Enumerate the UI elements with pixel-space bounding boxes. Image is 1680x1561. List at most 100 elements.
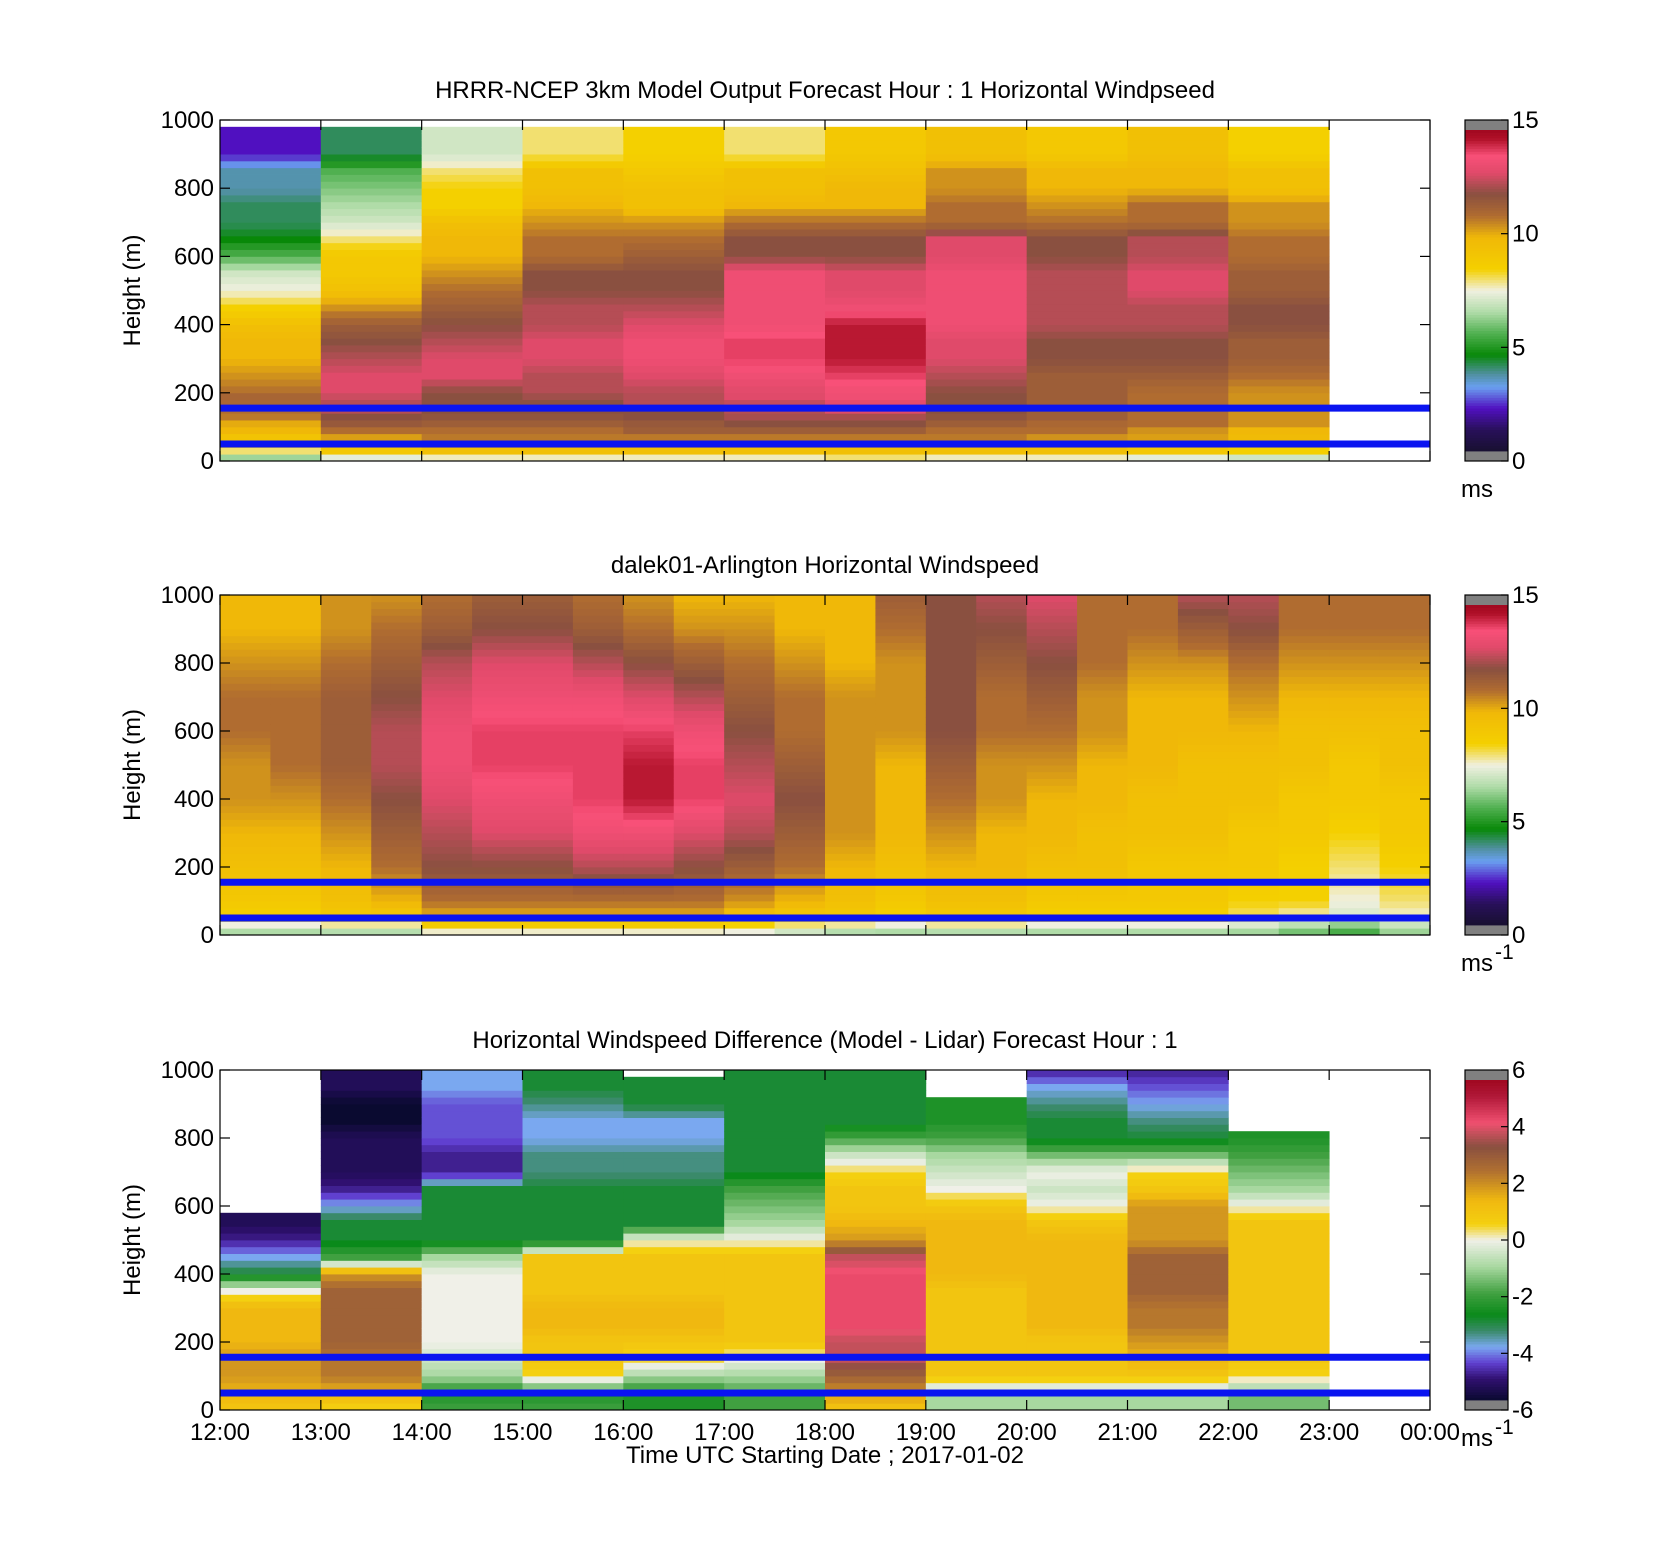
heatmap-cell	[724, 792, 775, 800]
heatmap-cell	[1278, 622, 1330, 630]
heatmap-cell	[976, 656, 1028, 664]
heatmap-cell	[724, 1396, 826, 1404]
colorbar-segment	[1465, 698, 1508, 702]
heatmap-cell	[875, 622, 927, 630]
heatmap-cell	[1026, 867, 1078, 875]
heatmap-cell	[724, 345, 826, 353]
heatmap-cell	[220, 351, 322, 360]
heatmap-cell	[825, 263, 927, 271]
heatmap-cell	[320, 595, 372, 603]
heatmap-cell	[875, 601, 927, 609]
x-tick-label: 17:00	[694, 1419, 754, 1446]
heatmap-cell	[825, 1206, 927, 1214]
heatmap-cell	[1026, 744, 1078, 752]
heatmap-cell	[220, 1403, 322, 1411]
heatmap-cell	[1026, 365, 1128, 373]
heatmap-cell	[421, 1212, 523, 1220]
heatmap-cell	[623, 256, 725, 264]
heatmap-cell	[976, 669, 1028, 677]
heatmap-cell	[774, 595, 826, 603]
heatmap-cell	[825, 785, 876, 793]
heatmap-cell	[724, 615, 775, 623]
colorbar-underflow-cap	[1465, 925, 1508, 935]
heatmap-cell	[623, 751, 675, 759]
x-tick-label: 12:00	[190, 1419, 250, 1446]
colorbar-segment	[1465, 175, 1508, 179]
colorbar-segment	[1465, 858, 1508, 862]
heatmap-cell	[522, 1294, 624, 1302]
heatmap-cell	[1228, 324, 1330, 332]
colorbar-segment	[1465, 376, 1508, 380]
heatmap-column	[1329, 595, 1380, 936]
heatmap-cell	[220, 1301, 322, 1309]
heatmap-cell	[1026, 297, 1128, 305]
heatmap-cell	[1228, 690, 1280, 698]
x-tick-label: 22:00	[1198, 1419, 1258, 1446]
heatmap-cell	[1026, 758, 1078, 766]
colorbar-segment	[1465, 154, 1508, 158]
heatmap-cell	[724, 1348, 826, 1356]
heatmap-cell	[1228, 208, 1330, 216]
heatmap-cell	[673, 608, 725, 616]
heatmap-cell	[925, 860, 977, 868]
colorbar-segment	[1465, 261, 1508, 265]
heatmap-cell	[925, 1185, 1028, 1193]
heatmap-cell	[1026, 697, 1078, 705]
colorbar-segment	[1465, 882, 1508, 886]
heatmap-cell	[421, 1321, 523, 1329]
heatmap-cell	[774, 649, 826, 657]
heatmap-cell	[1026, 317, 1128, 325]
heatmap-cell	[673, 907, 725, 915]
colorbar-segment	[1465, 901, 1508, 905]
heatmap-cell	[875, 771, 927, 779]
heatmap-cell	[270, 717, 322, 725]
heatmap-cell	[1127, 928, 1179, 936]
heatmap-column	[623, 126, 725, 462]
heatmap-cell	[1077, 887, 1128, 895]
heatmap-cell	[1127, 365, 1229, 373]
heatmap-cell	[925, 181, 1028, 189]
heatmap-cell	[320, 1314, 423, 1322]
colorbar-segment	[1465, 426, 1508, 431]
heatmap-cell	[572, 601, 624, 609]
colorbar-tick-label: 5	[1512, 334, 1525, 361]
heatmap-cell	[1228, 1301, 1330, 1309]
heatmap-cell	[925, 317, 1028, 325]
heatmap-cell	[371, 765, 423, 773]
colorbar-segment	[1465, 234, 1508, 238]
heatmap-cell	[623, 365, 725, 373]
heatmap-cell	[1077, 778, 1128, 786]
heatmap-cell	[1177, 595, 1229, 603]
colorbar-segment	[1465, 1250, 1508, 1254]
heatmap-cell	[522, 365, 624, 373]
heatmap-cell	[1278, 737, 1330, 745]
heatmap-cell	[320, 1097, 423, 1105]
colorbar-segment	[1465, 1354, 1508, 1358]
heatmap-cell	[1026, 433, 1128, 441]
heatmap-cell	[825, 174, 927, 182]
heatmap-cell	[623, 215, 725, 223]
colorbar-segment	[1465, 861, 1508, 865]
heatmap-cell	[1026, 1280, 1128, 1288]
heatmap-cell	[421, 737, 473, 745]
heatmap-cell	[572, 744, 624, 752]
heatmap-cell	[1127, 188, 1229, 196]
heatmap-cell	[270, 737, 322, 745]
colorbar-segment	[1465, 855, 1508, 859]
heatmap-cell	[925, 710, 977, 718]
heatmap-cell	[220, 1253, 322, 1261]
heatmap-cell	[1379, 724, 1431, 732]
heatmap-cell	[320, 1369, 423, 1377]
colorbar-segment	[1465, 706, 1508, 710]
colorbar-segment	[1465, 1088, 1508, 1092]
heatmap-cell	[825, 188, 927, 196]
colorbar-segment	[1465, 421, 1508, 425]
heatmap-cell	[522, 751, 574, 759]
heatmap-cell	[925, 283, 1028, 291]
heatmap-cell	[724, 595, 775, 603]
heatmap-cell	[320, 805, 372, 813]
heatmap-cell	[774, 833, 826, 841]
heatmap-cell	[673, 833, 725, 841]
heatmap-cell	[1278, 901, 1330, 909]
heatmap-cell	[320, 1403, 423, 1411]
